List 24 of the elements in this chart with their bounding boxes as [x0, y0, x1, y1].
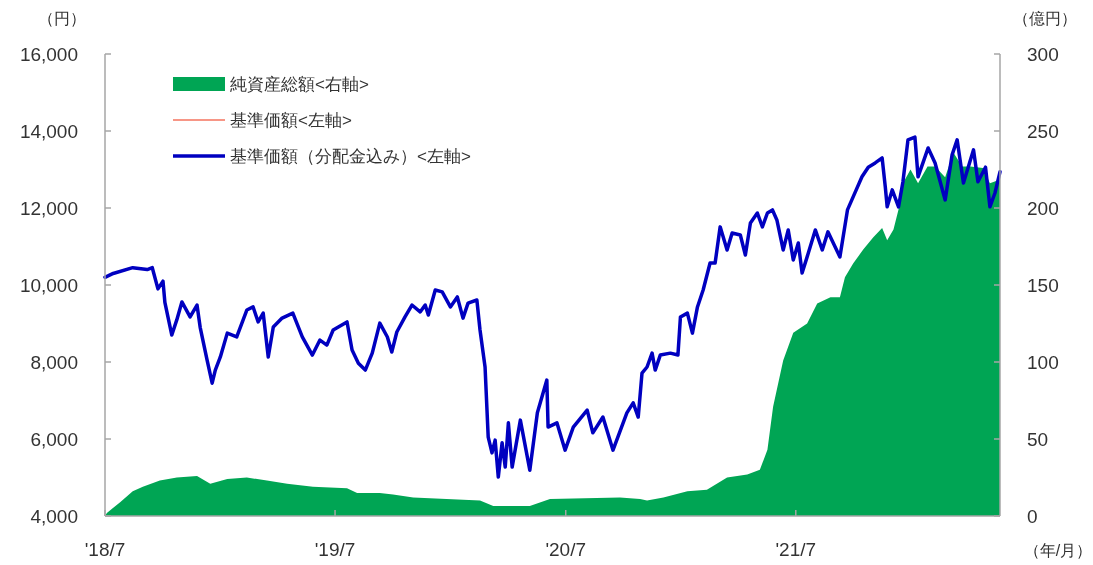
y-tick-label: 6,000: [30, 428, 78, 450]
x-tick-label: '20/7: [545, 539, 587, 560]
legend-label: 基準価額（分配金込み）<左軸>: [230, 146, 471, 166]
y-tick-label: 14,000: [19, 120, 78, 142]
y2-tick-label: 200: [1027, 197, 1059, 219]
x-tick-label: '21/7: [775, 539, 817, 560]
y2-tick-label: 300: [1027, 43, 1059, 65]
x-axis-title: （年/月）: [1023, 542, 1093, 559]
y2-tick-label: 50: [1027, 428, 1049, 450]
y-tick-label: 16,000: [19, 43, 78, 65]
x-tick-label: '18/7: [84, 539, 126, 560]
y2-tick-label: 150: [1027, 274, 1059, 296]
y-tick-label: 8,000: [30, 351, 78, 373]
y2-axis-title: （億円）: [1013, 10, 1077, 27]
y2-tick-label: 0: [1027, 505, 1038, 527]
y2-tick-label: 100: [1027, 351, 1059, 373]
y-tick-label: 12,000: [19, 197, 78, 219]
y-tick-label: 10,000: [19, 274, 78, 296]
legend-label: 純資産総額<右軸>: [230, 74, 369, 94]
y-tick-label: 4,000: [30, 505, 78, 527]
x-tick-label: '19/7: [314, 539, 356, 560]
legend-label: 基準価額<左軸>: [230, 110, 352, 130]
y2-tick-label: 250: [1027, 120, 1059, 142]
y-axis-title: （円）: [38, 10, 86, 27]
